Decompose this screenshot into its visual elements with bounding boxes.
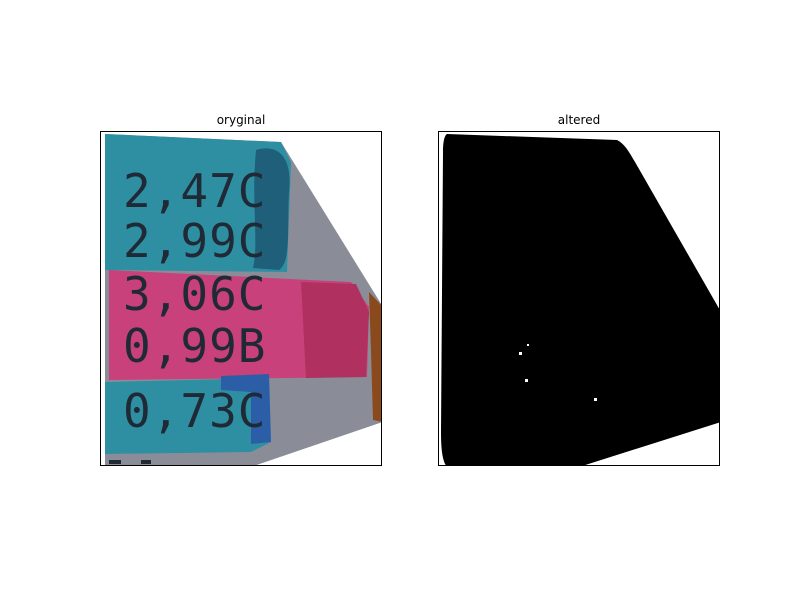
teal-band-bottom [105,378,271,454]
brown-edge [369,292,381,422]
line-1: 2,47C [123,164,266,218]
right-panel-title: altered [557,113,601,127]
altered-mask [439,132,719,465]
mask-foreground [441,134,719,465]
dark-teal-blob [253,148,290,270]
mask-speck [527,344,529,346]
line-5: 0,73C [123,384,266,438]
line-4: 0,99B [123,319,266,373]
mask-speck [594,398,597,401]
left-panel-title: oryginal [216,113,266,127]
blue-patch [221,374,271,444]
ink-mark [141,460,151,464]
ink-mark [109,460,121,464]
pink-band-dark [301,282,369,378]
original-photo: 2,47C 2,99C 3,06C 0,99B 0,73C [105,134,381,465]
line-3: 3,06C [123,267,266,321]
line-2: 2,99C [123,214,266,268]
mask-speck [525,379,528,382]
teal-band-top [105,134,291,272]
right-axes [438,131,720,466]
left-axes: 2,47C 2,99C 3,06C 0,99B 0,73C [100,131,382,466]
mask-speck [519,352,522,355]
